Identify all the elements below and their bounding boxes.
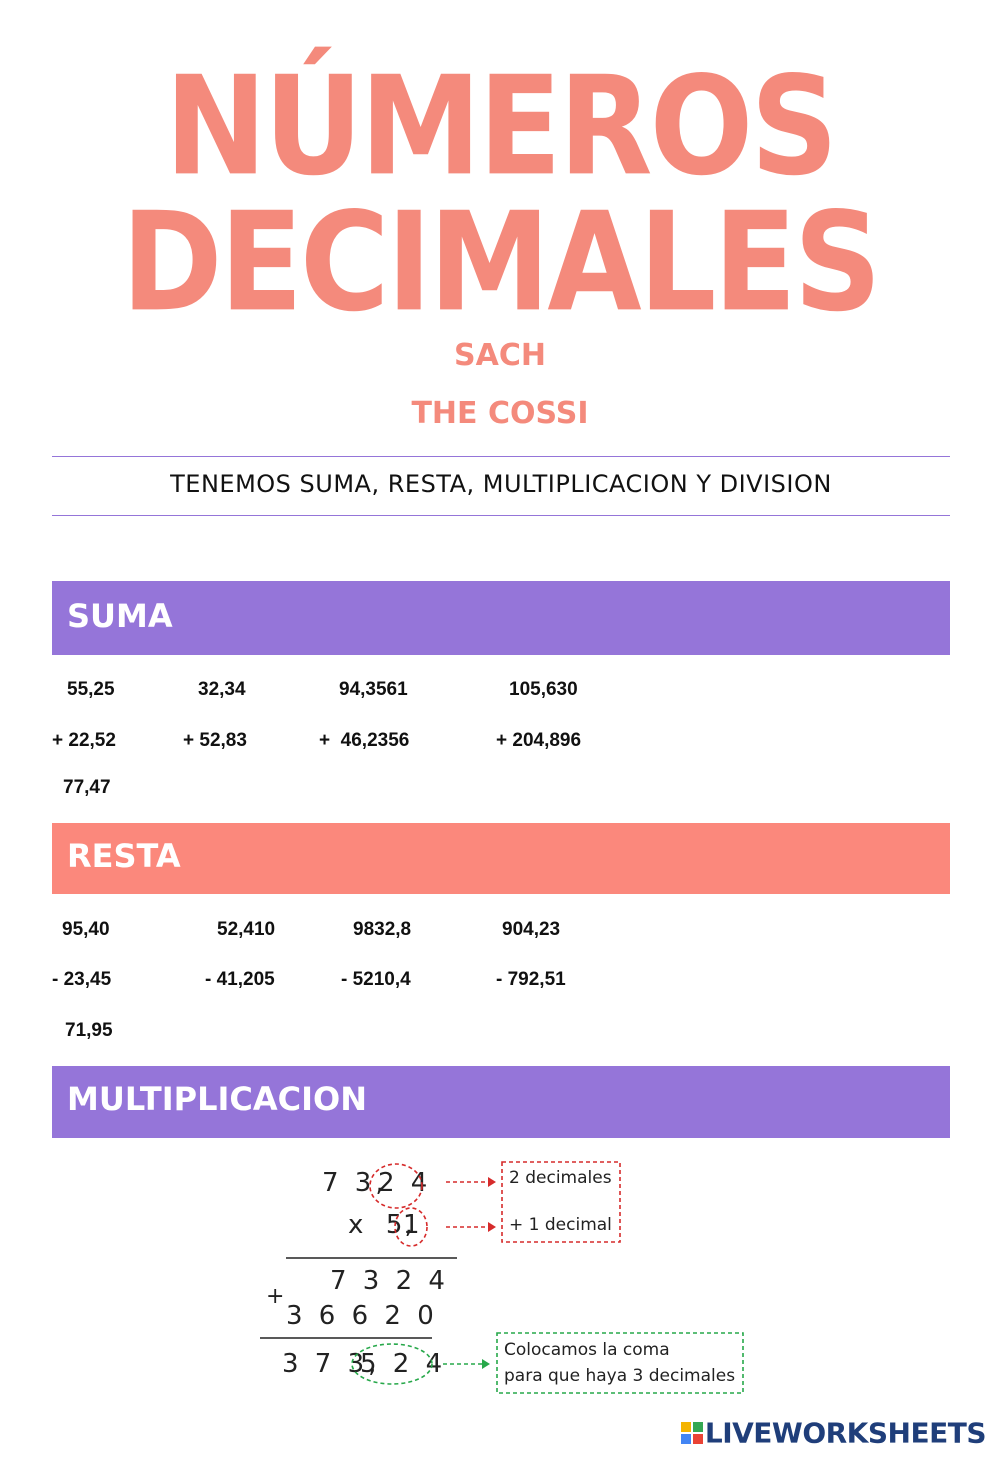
plus-sign: +	[266, 1284, 289, 1309]
resta-operand: 9832,8	[353, 919, 412, 940]
comma-note-box	[496, 1332, 744, 1394]
note-two-decimals: 2 decimales	[509, 1168, 612, 1188]
section-title: MULTIPLICACION	[67, 1080, 368, 1118]
resta-operand: 904,23	[502, 919, 561, 940]
suma-operand: 55,25	[67, 679, 115, 700]
decimals-circle-factor1	[369, 1163, 423, 1209]
liveworksheets-logo[interactable]: LIVEWORKSHEETS	[680, 1415, 987, 1450]
divider-top	[52, 456, 950, 457]
section-title: RESTA	[67, 837, 181, 875]
partial-product-1: 7 3 2 4	[330, 1266, 449, 1296]
logo-text: LIVEWORKSHEETS	[704, 1416, 987, 1450]
resta-operand: - 792,51	[496, 969, 566, 990]
note-one-decimal: + 1 decimal	[509, 1215, 612, 1235]
resta-operand: 52,410	[217, 919, 276, 940]
suma-result: 77,47	[63, 777, 111, 798]
page-title-line1: NÚMEROS	[164, 46, 838, 206]
decimals-circle-factor2	[394, 1207, 428, 1247]
section-header-multiplicacion: MULTIPLICACION	[52, 1066, 950, 1138]
author-1: SACH	[454, 338, 546, 373]
section-title: SUMA	[67, 597, 173, 635]
note-comma-line1: Colocamos la coma	[504, 1340, 670, 1360]
suma-operand: + 204,896	[496, 730, 582, 751]
section-header-suma: SUMA	[52, 581, 950, 655]
factor1-integer: 7 3,	[322, 1168, 388, 1198]
page-title-line2: DECIMALES	[121, 182, 881, 342]
factor2-prefix: x 5,	[348, 1210, 415, 1240]
resta-result: 71,95	[65, 1020, 113, 1041]
author-2: THE COSSI	[411, 396, 589, 431]
suma-operand: 105,630	[509, 679, 578, 700]
suma-operand: + 46,2356	[319, 730, 410, 751]
logo-icon	[680, 1422, 703, 1444]
arrow-head	[488, 1177, 496, 1187]
factor2-decimal: 1	[403, 1210, 424, 1240]
partial-product-2: 3 6 6 2 0	[286, 1301, 438, 1331]
note-comma-line2: para que haya 3 decimales	[504, 1366, 736, 1386]
decimals-circle-product	[351, 1343, 433, 1385]
decimals-note-box	[501, 1161, 621, 1243]
factor1-decimals: 2 4	[378, 1168, 432, 1198]
resta-operand: - 41,205	[205, 969, 275, 990]
intro-text: TENEMOS SUMA, RESTA, MULTIPLICACION Y DI…	[170, 470, 832, 498]
suma-operand: + 52,83	[183, 730, 247, 751]
resta-operand: - 23,45	[52, 969, 112, 990]
section-header-resta: RESTA	[52, 823, 950, 894]
product-integer: 3 7 3,	[282, 1349, 381, 1379]
divider-bottom	[52, 515, 950, 516]
suma-operand: + 22,52	[52, 730, 116, 751]
resta-operand: - 5210,4	[341, 969, 411, 990]
arrow-head	[488, 1222, 496, 1232]
multiplication-diagram	[260, 1161, 744, 1394]
suma-operand: 94,3561	[339, 679, 408, 700]
arrow-head	[482, 1359, 490, 1369]
resta-operand: 95,40	[62, 919, 110, 940]
suma-operand: 32,34	[198, 679, 246, 700]
